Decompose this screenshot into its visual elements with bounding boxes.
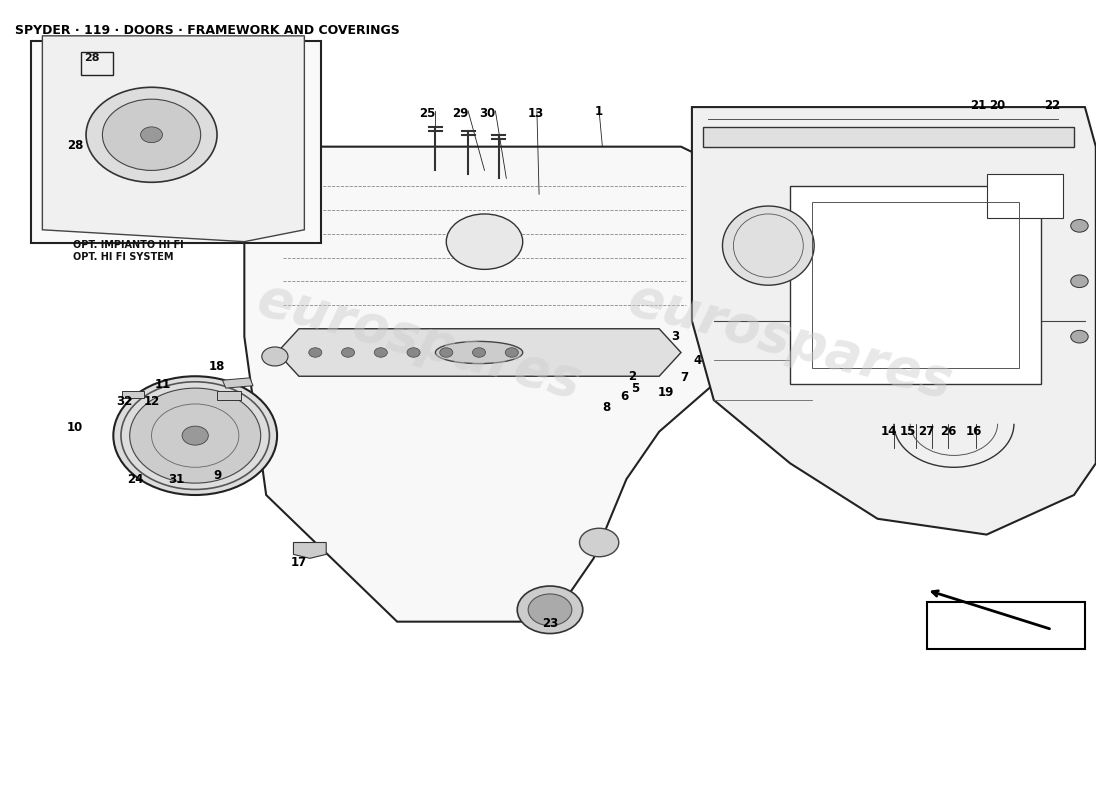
Text: 32: 32: [117, 395, 132, 408]
Text: 21: 21: [970, 99, 986, 112]
Text: 23: 23: [542, 617, 558, 630]
Text: 20: 20: [990, 99, 1005, 112]
Ellipse shape: [341, 348, 354, 358]
Ellipse shape: [183, 426, 208, 445]
Ellipse shape: [1070, 330, 1088, 343]
Polygon shape: [294, 542, 327, 558]
Text: OPT. HI FI SYSTEM: OPT. HI FI SYSTEM: [73, 252, 174, 262]
Ellipse shape: [473, 348, 485, 358]
Ellipse shape: [505, 348, 518, 358]
Ellipse shape: [580, 528, 619, 557]
Text: 12: 12: [143, 395, 160, 408]
Ellipse shape: [309, 348, 322, 358]
Ellipse shape: [1070, 219, 1088, 232]
Text: 27: 27: [918, 425, 935, 438]
Ellipse shape: [130, 388, 261, 483]
Text: 22: 22: [1044, 99, 1060, 112]
Polygon shape: [222, 378, 253, 388]
Ellipse shape: [141, 127, 163, 142]
Text: 14: 14: [880, 425, 896, 438]
Text: 3: 3: [671, 330, 680, 343]
Ellipse shape: [407, 348, 420, 358]
Text: 8: 8: [603, 402, 611, 414]
Ellipse shape: [440, 348, 453, 358]
Text: eurospares: eurospares: [623, 272, 958, 409]
Ellipse shape: [528, 594, 572, 626]
Bar: [812, 202, 1020, 368]
Text: eurospares: eurospares: [251, 272, 586, 409]
Text: OPT. IMPIANTO HI FI: OPT. IMPIANTO HI FI: [73, 240, 184, 250]
Bar: [217, 390, 241, 400]
Ellipse shape: [113, 376, 277, 495]
Polygon shape: [244, 146, 747, 622]
Text: 26: 26: [940, 425, 957, 438]
Text: 11: 11: [154, 378, 170, 390]
Text: 10: 10: [67, 422, 84, 434]
Text: 29: 29: [452, 107, 469, 120]
Polygon shape: [692, 107, 1096, 534]
Text: 2: 2: [628, 370, 636, 382]
Polygon shape: [43, 36, 305, 242]
Text: 25: 25: [419, 107, 436, 120]
Text: 5: 5: [631, 382, 639, 394]
Text: 19: 19: [658, 386, 674, 398]
Text: SPYDER · 119 · DOORS · FRAMEWORK AND COVERINGS: SPYDER · 119 · DOORS · FRAMEWORK AND COV…: [15, 24, 399, 37]
Polygon shape: [277, 329, 681, 376]
Text: 31: 31: [168, 473, 185, 486]
Ellipse shape: [1070, 275, 1088, 287]
Bar: [790, 186, 1042, 384]
Bar: [987, 174, 1063, 218]
Bar: [32, 42, 321, 243]
Text: 6: 6: [620, 390, 628, 402]
Ellipse shape: [374, 348, 387, 358]
Bar: [703, 127, 1074, 146]
Bar: [80, 52, 113, 75]
Ellipse shape: [102, 99, 200, 170]
Text: 13: 13: [528, 107, 543, 120]
Text: 4: 4: [693, 354, 702, 367]
Ellipse shape: [86, 87, 217, 182]
Text: 30: 30: [480, 107, 496, 120]
Ellipse shape: [517, 586, 583, 634]
Text: 24: 24: [126, 473, 143, 486]
Ellipse shape: [447, 214, 522, 270]
Text: 15: 15: [900, 425, 916, 438]
Text: 9: 9: [213, 469, 221, 482]
Text: 28: 28: [67, 138, 84, 151]
Text: 16: 16: [966, 425, 982, 438]
Text: 7: 7: [680, 371, 689, 384]
Bar: [122, 390, 144, 398]
Text: 1: 1: [595, 105, 603, 118]
Ellipse shape: [262, 347, 288, 366]
Text: 18: 18: [209, 360, 226, 374]
Ellipse shape: [436, 342, 522, 363]
Text: 17: 17: [290, 556, 307, 569]
Text: 28: 28: [84, 54, 99, 63]
Ellipse shape: [723, 206, 814, 286]
